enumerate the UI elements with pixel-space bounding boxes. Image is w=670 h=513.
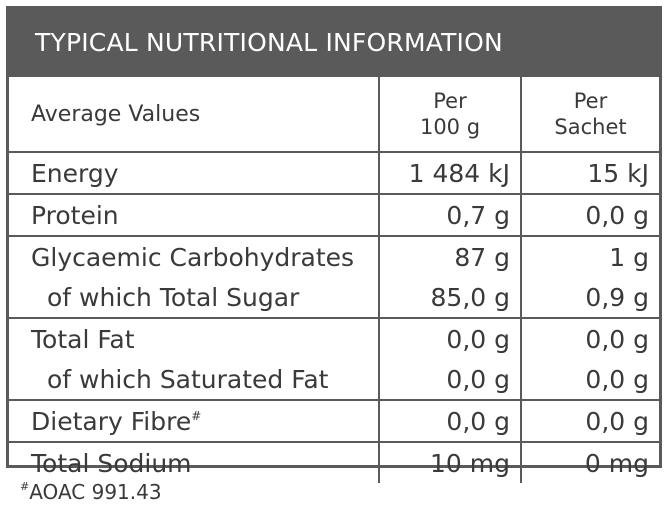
row-value-per-100g: 0,0 g: [378, 317, 521, 359]
row-value-per-sachet: 1 g: [520, 235, 659, 277]
table-row-total-sugar: of which Total Sugar 85,0 g 0,9 g: [9, 277, 659, 318]
table-row-dietary-fibre: Dietary Fibre# 0,0 g 0,0 g: [9, 399, 659, 442]
row-label: of which Total Sugar: [47, 282, 300, 312]
row-value-per-sachet: 0,0 g: [520, 317, 659, 359]
header-per-100g-line1: Per: [433, 89, 467, 113]
row-value-per-100g: 87 g: [378, 235, 521, 277]
table-row-protein: Protein 0,7 g 0,0 g: [9, 193, 659, 236]
row-label-fibre: Dietary Fibre#: [9, 399, 379, 442]
row-label: Protein: [9, 193, 379, 236]
row-value-per-100g: 0,0 g: [378, 399, 521, 442]
footnote-text: AOAC 991.43: [29, 480, 162, 504]
footnote: #AOAC 991.43: [20, 480, 162, 504]
panel-title: TYPICAL NUTRITIONAL INFORMATION: [9, 9, 659, 77]
row-value-per-100g: 0,7 g: [378, 193, 521, 236]
row-label: Total Fat: [9, 317, 379, 359]
header-per-sachet-line1: Per: [573, 89, 608, 113]
header-per-100g-line2: 100 g: [419, 115, 481, 139]
row-value-per-100g: 85,0 g: [378, 277, 521, 318]
row-label: Total Sodium: [9, 441, 379, 483]
header-per-100g: Per 100 g: [378, 77, 521, 152]
row-value-per-sachet: 0 mg: [520, 441, 659, 483]
row-value-per-sachet: 0,0 g: [520, 193, 659, 236]
row-label: Energy: [9, 151, 379, 194]
header-per-sachet: Per Sachet: [520, 77, 659, 152]
table-row-carbohydrates: Glycaemic Carbohydrates 87 g 1 g: [9, 235, 659, 277]
nutrition-panel: TYPICAL NUTRITIONAL INFORMATION Average …: [6, 6, 662, 483]
nutrition-table: Average Values Per 100 g Per Sachet Ener…: [9, 77, 659, 483]
row-label: Dietary Fibre: [31, 406, 192, 436]
row-value-per-100g: 0,0 g: [378, 359, 521, 400]
row-label: of which Saturated Fat: [47, 364, 329, 394]
row-value-per-100g: 10 mg: [378, 441, 521, 483]
row-value-per-100g: 1 484 kJ: [378, 151, 521, 194]
table-row-total-sodium: Total Sodium 10 mg 0 mg: [9, 441, 659, 483]
row-label: Glycaemic Carbohydrates: [9, 235, 379, 277]
header-per-sachet-line2: Sachet: [554, 115, 627, 139]
fibre-footnote-mark: #: [191, 408, 202, 423]
table-row-total-fat: Total Fat 0,0 g 0,0 g: [9, 317, 659, 359]
table-header-row: Average Values Per 100 g Per Sachet: [9, 77, 659, 152]
table-row-saturated-fat: of which Saturated Fat 0,0 g 0,0 g: [9, 359, 659, 400]
header-average-values: Average Values: [31, 101, 201, 127]
row-value-per-sachet: 15 kJ: [520, 151, 659, 194]
footnote-mark: #: [20, 480, 30, 493]
row-value-per-sachet: 0,0 g: [520, 359, 659, 400]
row-value-per-sachet: 0,0 g: [520, 399, 659, 442]
row-value-per-sachet: 0,9 g: [520, 277, 659, 318]
table-row-energy: Energy 1 484 kJ 15 kJ: [9, 151, 659, 194]
